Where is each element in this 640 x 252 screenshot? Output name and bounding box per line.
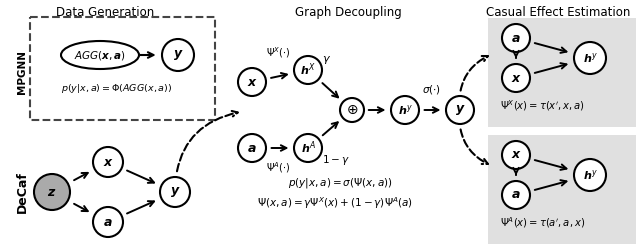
Text: $\boldsymbol{y}$: $\boldsymbol{y}$ [454,103,465,117]
Circle shape [502,24,530,52]
Text: $\boldsymbol{h}^X$: $\boldsymbol{h}^X$ [300,62,316,78]
Text: $\boldsymbol{a}$: $\boldsymbol{a}$ [511,32,521,45]
Circle shape [502,64,530,92]
Circle shape [238,68,266,96]
Circle shape [238,134,266,162]
Text: DeCaf: DeCaf [15,171,29,213]
Text: $\boldsymbol{x}$: $\boldsymbol{x}$ [102,155,113,169]
Text: $\oplus$: $\oplus$ [346,103,358,117]
Text: $\boldsymbol{x}$: $\boldsymbol{x}$ [511,148,522,162]
Text: $\boldsymbol{h}^y$: $\boldsymbol{h}^y$ [582,51,597,65]
Text: Casual Effect Estimation: Casual Effect Estimation [486,6,630,19]
Circle shape [574,159,606,191]
Text: $\Psi^X(\cdot)$: $\Psi^X(\cdot)$ [266,45,291,60]
Text: $p(y|x, a) = \Phi(AGG(x, a))$: $p(y|x, a) = \Phi(AGG(x, a))$ [61,82,173,95]
FancyBboxPatch shape [30,17,215,120]
Text: $\boldsymbol{a}$: $\boldsymbol{a}$ [511,188,521,202]
FancyBboxPatch shape [488,135,636,244]
Text: $\boldsymbol{a}$: $\boldsymbol{a}$ [103,215,113,229]
Text: $\Psi^A(\cdot)$: $\Psi^A(\cdot)$ [266,160,291,175]
Circle shape [294,134,322,162]
Text: MPGNN: MPGNN [17,50,27,94]
Text: $\boldsymbol{h}^y$: $\boldsymbol{h}^y$ [397,103,412,117]
Circle shape [160,177,190,207]
Text: Data Generation: Data Generation [56,6,154,19]
Circle shape [294,56,322,84]
Text: $AGG(\boldsymbol{x}, \boldsymbol{a})$: $AGG(\boldsymbol{x}, \boldsymbol{a})$ [74,48,126,61]
Circle shape [502,141,530,169]
FancyBboxPatch shape [488,18,636,127]
Circle shape [34,174,70,210]
Text: $\gamma$: $\gamma$ [322,54,331,66]
Text: $\boldsymbol{y}$: $\boldsymbol{y}$ [170,185,180,199]
Circle shape [502,181,530,209]
Text: $\boldsymbol{h}^A$: $\boldsymbol{h}^A$ [301,140,316,156]
Text: $\sigma(\cdot)$: $\sigma(\cdot)$ [422,83,442,96]
Circle shape [162,39,194,71]
Text: $\boldsymbol{a}$: $\boldsymbol{a}$ [247,142,257,154]
Text: Graph Decoupling: Graph Decoupling [294,6,401,19]
Text: $\boldsymbol{y}$: $\boldsymbol{y}$ [173,48,183,62]
Circle shape [340,98,364,122]
Text: $1 - \gamma$: $1 - \gamma$ [322,153,350,167]
Text: $\boldsymbol{z}$: $\boldsymbol{z}$ [47,185,57,199]
Circle shape [574,42,606,74]
Text: $\boldsymbol{x}$: $\boldsymbol{x}$ [511,72,522,84]
Text: $\boldsymbol{h}^y$: $\boldsymbol{h}^y$ [582,168,597,182]
Text: $\Psi^X(x) = \tau(x^{\prime}, x, a)$: $\Psi^X(x) = \tau(x^{\prime}, x, a)$ [500,98,585,113]
Circle shape [93,147,123,177]
Text: $\Psi^A(x) = \tau(a^{\prime}, a, x)$: $\Psi^A(x) = \tau(a^{\prime}, a, x)$ [500,215,585,230]
Text: $\Psi(x, a) = \gamma\Psi^X(x) + (1-\gamma)\Psi^A(a)$: $\Psi(x, a) = \gamma\Psi^X(x) + (1-\gamm… [257,195,413,211]
Text: $p(y|x, a) = \sigma(\Psi(x, a))$: $p(y|x, a) = \sigma(\Psi(x, a))$ [287,176,392,190]
Circle shape [446,96,474,124]
Ellipse shape [61,41,139,69]
Text: $\boldsymbol{x}$: $\boldsymbol{x}$ [246,76,257,88]
Circle shape [391,96,419,124]
Circle shape [93,207,123,237]
